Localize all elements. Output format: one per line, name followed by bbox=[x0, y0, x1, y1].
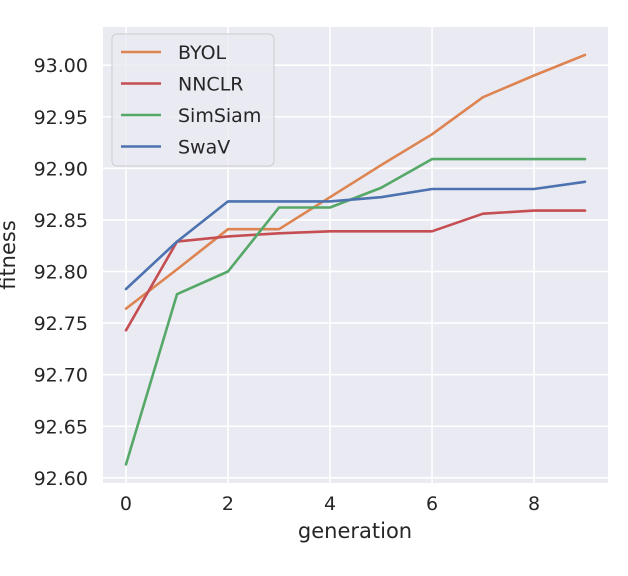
x-tick-label: 4 bbox=[324, 493, 336, 515]
series-line-swav bbox=[124, 180, 587, 291]
y-tick-label: 92.95 bbox=[34, 107, 88, 129]
legend-label-byol: BYOL bbox=[178, 42, 227, 64]
y-tick-label: 92.85 bbox=[34, 210, 88, 232]
y-tick-label: 92.80 bbox=[34, 262, 88, 284]
legend: BYOL NNCLR SimSiam SwaV bbox=[111, 33, 275, 167]
series-lines bbox=[124, 53, 587, 466]
y-tick-label: 92.70 bbox=[34, 365, 88, 387]
tick-labels: 0 2 4 6 8 92.60 92.65 92.70 92.75 92.80 92.85 92.90… bbox=[34, 55, 540, 515]
x-tick-label: 2 bbox=[222, 493, 234, 515]
grid bbox=[103, 27, 608, 483]
legend-label-nnclr: NNCLR bbox=[178, 74, 243, 96]
x-tick-label: 0 bbox=[120, 493, 132, 515]
series-line-byol bbox=[124, 53, 587, 310]
y-axis-label: fitness bbox=[0, 220, 20, 290]
legend-box bbox=[111, 33, 275, 167]
y-tick-label: 92.75 bbox=[34, 313, 88, 335]
x-axis-label: generation bbox=[298, 519, 412, 543]
y-tick-label: 92.90 bbox=[34, 158, 88, 180]
y-tick-label: 92.60 bbox=[34, 468, 88, 490]
x-tick-label: 8 bbox=[528, 493, 540, 515]
legend-label-simsiam: SimSiam bbox=[178, 105, 261, 127]
y-tick-label: 93.00 bbox=[34, 55, 88, 77]
series-line-simsiam bbox=[124, 157, 587, 466]
x-tick-label: 6 bbox=[426, 493, 438, 515]
legend-label-swav: SwaV bbox=[178, 137, 230, 159]
series-line-nnclr bbox=[124, 209, 587, 332]
y-tick-label: 92.65 bbox=[34, 416, 88, 438]
